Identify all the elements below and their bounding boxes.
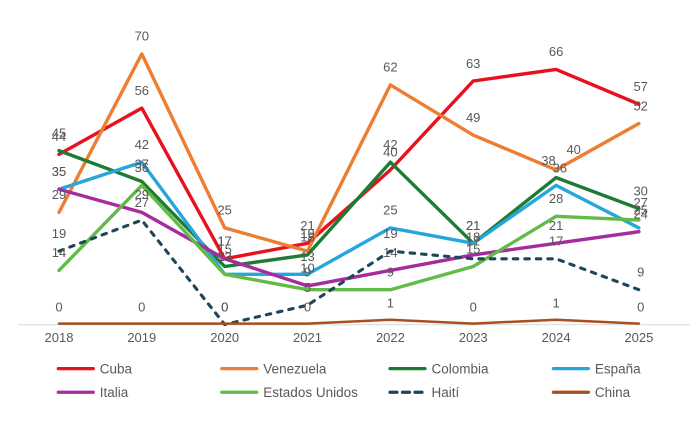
svg-text:18: 18 xyxy=(466,230,480,245)
svg-text:2018: 2018 xyxy=(45,330,74,345)
svg-text:42: 42 xyxy=(383,137,397,152)
svg-text:70: 70 xyxy=(135,29,149,44)
svg-text:24: 24 xyxy=(633,207,647,222)
svg-text:62: 62 xyxy=(383,60,397,75)
svg-text:19: 19 xyxy=(300,226,314,241)
svg-text:52: 52 xyxy=(633,98,647,113)
svg-text:25: 25 xyxy=(633,203,647,218)
svg-text:9: 9 xyxy=(387,265,394,280)
svg-text:36: 36 xyxy=(135,160,149,175)
svg-text:27: 27 xyxy=(633,195,647,210)
svg-text:2023: 2023 xyxy=(459,330,488,345)
svg-text:29: 29 xyxy=(135,187,149,202)
svg-text:13: 13 xyxy=(217,249,231,264)
svg-text:57: 57 xyxy=(633,79,647,94)
svg-text:9: 9 xyxy=(304,265,311,280)
svg-text:21: 21 xyxy=(549,218,563,233)
svg-text:1: 1 xyxy=(387,295,394,310)
svg-text:21: 21 xyxy=(466,218,480,233)
svg-text:2022: 2022 xyxy=(376,330,405,345)
svg-text:15: 15 xyxy=(217,241,231,256)
svg-text:28: 28 xyxy=(549,191,563,206)
svg-text:17: 17 xyxy=(549,234,563,249)
svg-text:9: 9 xyxy=(637,265,644,280)
svg-text:0: 0 xyxy=(221,299,228,314)
svg-text:China: China xyxy=(595,385,631,400)
svg-text:2019: 2019 xyxy=(127,330,156,345)
svg-text:36: 36 xyxy=(553,161,567,176)
svg-text:19: 19 xyxy=(383,226,397,241)
svg-text:30: 30 xyxy=(633,183,647,198)
svg-text:21: 21 xyxy=(466,218,480,233)
svg-text:14: 14 xyxy=(383,245,397,260)
svg-text:España: España xyxy=(595,361,641,376)
svg-text:0: 0 xyxy=(138,299,145,314)
svg-text:2024: 2024 xyxy=(542,330,571,345)
svg-text:42: 42 xyxy=(135,137,149,152)
svg-text:0: 0 xyxy=(304,299,311,314)
svg-text:Haití: Haití xyxy=(432,385,460,400)
svg-text:17: 17 xyxy=(217,234,231,249)
svg-text:Estados Unidos: Estados Unidos xyxy=(263,385,358,400)
svg-text:0: 0 xyxy=(637,299,644,314)
svg-text:17: 17 xyxy=(217,234,231,249)
svg-text:49: 49 xyxy=(466,110,480,125)
svg-text:40: 40 xyxy=(566,142,580,157)
svg-text:Italia: Italia xyxy=(100,385,129,400)
svg-text:13: 13 xyxy=(300,249,314,264)
svg-text:2021: 2021 xyxy=(293,330,322,345)
svg-text:66: 66 xyxy=(549,44,563,59)
svg-text:0: 0 xyxy=(470,299,477,314)
svg-text:21: 21 xyxy=(300,218,314,233)
svg-text:18: 18 xyxy=(300,230,314,245)
svg-text:37: 37 xyxy=(135,156,149,171)
svg-text:13: 13 xyxy=(217,249,231,264)
svg-text:Cuba: Cuba xyxy=(100,361,133,376)
svg-text:2020: 2020 xyxy=(210,330,239,345)
svg-text:38: 38 xyxy=(541,153,555,168)
svg-text:10: 10 xyxy=(300,261,314,276)
svg-text:35: 35 xyxy=(52,164,66,179)
svg-text:25: 25 xyxy=(217,203,231,218)
svg-text:Venezuela: Venezuela xyxy=(263,361,327,376)
svg-text:0: 0 xyxy=(55,299,62,314)
svg-text:40: 40 xyxy=(383,145,397,160)
svg-text:25: 25 xyxy=(383,203,397,218)
svg-text:Colombia: Colombia xyxy=(432,361,490,376)
svg-text:2025: 2025 xyxy=(624,330,653,345)
svg-text:0: 0 xyxy=(221,299,228,314)
svg-text:1: 1 xyxy=(552,295,559,310)
svg-text:63: 63 xyxy=(466,56,480,71)
svg-text:27: 27 xyxy=(135,195,149,210)
svg-text:5: 5 xyxy=(304,280,311,295)
svg-text:17: 17 xyxy=(466,234,480,249)
svg-text:19: 19 xyxy=(52,226,66,241)
svg-text:56: 56 xyxy=(135,83,149,98)
svg-text:29: 29 xyxy=(52,187,66,202)
svg-text:14: 14 xyxy=(52,245,66,260)
svg-text:15: 15 xyxy=(466,241,480,256)
svg-text:44: 44 xyxy=(52,129,66,144)
svg-text:45: 45 xyxy=(52,125,66,140)
svg-text:35: 35 xyxy=(52,164,66,179)
